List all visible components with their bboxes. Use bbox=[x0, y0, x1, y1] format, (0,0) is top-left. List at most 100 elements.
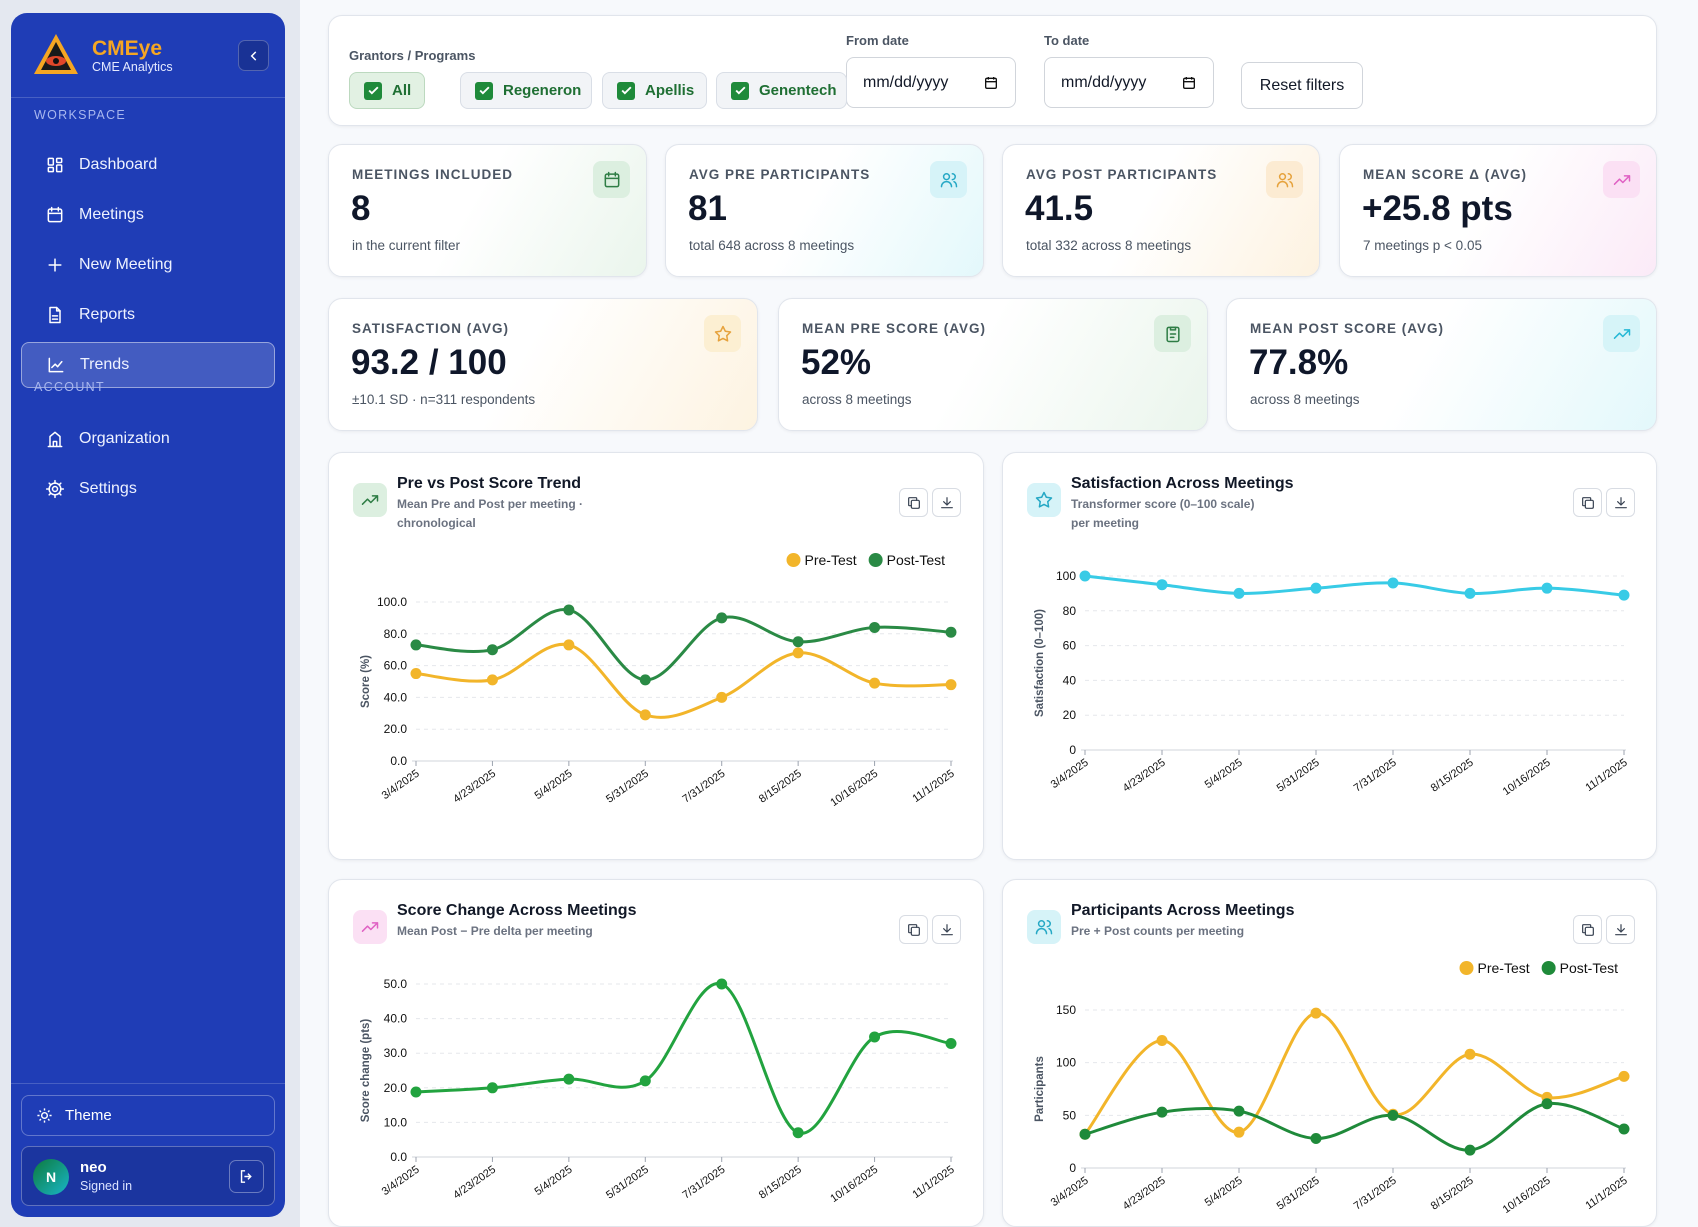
y-tick-label: 0.0 bbox=[390, 1150, 407, 1164]
point bbox=[410, 1086, 422, 1098]
download-button[interactable] bbox=[1606, 488, 1635, 517]
theme-label: Theme bbox=[65, 1107, 112, 1124]
chart-icon bbox=[1027, 910, 1061, 944]
chip-label: Genentech bbox=[759, 82, 837, 99]
brand-sub: CME Analytics bbox=[92, 60, 173, 74]
download-button[interactable] bbox=[1606, 915, 1635, 944]
kpi-card: SATISFACTION (AVG) 93.2 / 100 ±10.1 SD · n… bbox=[328, 298, 758, 431]
nav-item[interactable]: Reports bbox=[21, 292, 275, 338]
reset-button[interactable]: Reset filters bbox=[1241, 62, 1363, 109]
x-tick-label: 4/23/2025 bbox=[1121, 757, 1168, 795]
point bbox=[945, 679, 957, 691]
copy-button[interactable] bbox=[1573, 488, 1602, 517]
point bbox=[1079, 570, 1091, 582]
kpi-note: ±10.1 SD · n=311 respondents bbox=[352, 392, 536, 407]
download-button[interactable] bbox=[932, 915, 961, 944]
kpi-value: 41.5 bbox=[1025, 189, 1094, 228]
copy-button[interactable] bbox=[1573, 915, 1602, 944]
point bbox=[792, 647, 804, 659]
point bbox=[869, 1031, 881, 1043]
series-line bbox=[415, 982, 952, 1135]
x-tick-label: 8/15/2025 bbox=[1429, 1175, 1476, 1213]
download-button[interactable] bbox=[932, 488, 961, 517]
placeholder: mm/dd/yyyy bbox=[863, 73, 949, 91]
nav-label: Organization bbox=[79, 430, 170, 447]
point bbox=[1310, 582, 1322, 594]
point bbox=[1387, 577, 1399, 589]
y-tick-label: 20.0 bbox=[384, 1081, 408, 1095]
point bbox=[792, 636, 804, 648]
legend-label: Post-Test bbox=[1560, 960, 1618, 976]
from-label: From date bbox=[846, 33, 909, 48]
brand: CMEye bbox=[92, 37, 163, 60]
y-tick-label: 30.0 bbox=[384, 1046, 408, 1060]
filter-chip[interactable]: Genentech bbox=[716, 72, 847, 109]
nav-item[interactable]: Settings bbox=[21, 466, 275, 512]
copy-button[interactable] bbox=[899, 488, 928, 517]
x-tick-label: 3/4/2025 bbox=[380, 1164, 422, 1198]
point bbox=[486, 1082, 498, 1094]
kpi-card: AVG POST PARTICIPANTS 41.5 total 332 acros… bbox=[1002, 144, 1320, 277]
divider bbox=[11, 97, 285, 98]
nav-item[interactable]: New Meeting bbox=[21, 242, 275, 288]
nav-label: Reports bbox=[79, 306, 136, 323]
point bbox=[945, 1038, 957, 1050]
y-tick-label: 50 bbox=[1063, 1108, 1077, 1122]
point bbox=[1464, 587, 1476, 599]
point bbox=[563, 1073, 575, 1085]
kpi-note: 7 meetings p < 0.05 bbox=[1363, 238, 1482, 253]
x-tick-label: 5/31/2025 bbox=[604, 768, 651, 806]
nav-item[interactable]: Dashboard bbox=[21, 142, 275, 188]
y-axis-label: Satisfaction (0–100) bbox=[1034, 609, 1046, 717]
theme-button[interactable]: Theme bbox=[21, 1095, 275, 1136]
filter-chip[interactable]: Regeneron bbox=[460, 72, 592, 109]
collapse-button[interactable] bbox=[238, 40, 269, 71]
section-heading: ACCOUNT bbox=[34, 380, 105, 394]
nav-label: New Meeting bbox=[79, 256, 173, 273]
point bbox=[410, 639, 422, 651]
y-tick-label: 20 bbox=[1063, 708, 1077, 722]
kpi-label: MEAN SCORE Δ (AVG) bbox=[1363, 167, 1527, 182]
x-tick-label: 7/31/2025 bbox=[1352, 1175, 1399, 1213]
y-tick-label: 0 bbox=[1069, 743, 1076, 757]
point bbox=[1233, 1126, 1245, 1138]
x-tick-label: 10/16/2025 bbox=[1501, 1175, 1553, 1216]
nav-item[interactable]: Meetings bbox=[21, 192, 275, 238]
main: Grantors / Programs From date mm/dd/yyyy… bbox=[300, 0, 1698, 1227]
copy-button[interactable] bbox=[899, 915, 928, 944]
grantors-label: Grantors / Programs bbox=[349, 48, 476, 63]
x-tick-label: 5/31/2025 bbox=[1275, 1175, 1322, 1213]
kpi-icon bbox=[1266, 161, 1303, 198]
kpi-icon bbox=[1603, 161, 1640, 198]
kpi-card: MEAN PRE SCORE (AVG) 52% across 8 meetings bbox=[778, 298, 1208, 431]
nav-item[interactable]: Trends bbox=[21, 342, 275, 388]
from-date[interactable]: mm/dd/yyyy bbox=[846, 57, 1016, 108]
point bbox=[716, 978, 728, 990]
x-tick-label: 10/16/2025 bbox=[1501, 757, 1553, 798]
chart-card: Score Change Across Meetings Mean Post − … bbox=[328, 879, 984, 1227]
nav-label: Settings bbox=[79, 480, 137, 497]
filter-chip[interactable]: All bbox=[349, 72, 425, 109]
kpi-label: AVG POST PARTICIPANTS bbox=[1026, 167, 1218, 182]
nav-item[interactable]: Organization bbox=[21, 416, 275, 462]
y-tick-label: 60.0 bbox=[384, 659, 408, 673]
x-tick-label: 4/23/2025 bbox=[451, 768, 498, 806]
legend-swatch bbox=[786, 553, 801, 567]
x-tick-label: 5/4/2025 bbox=[533, 768, 575, 802]
point bbox=[1464, 1144, 1476, 1156]
x-tick-label: 5/31/2025 bbox=[1275, 757, 1322, 795]
y-tick-label: 40.0 bbox=[384, 690, 408, 704]
chart-title: Satisfaction Across Meetings bbox=[1071, 475, 1294, 492]
chart-icon bbox=[353, 483, 387, 517]
y-tick-label: 40.0 bbox=[384, 1012, 408, 1026]
y-axis-label: Score (%) bbox=[360, 655, 372, 708]
chart: 0.0 10.0 20.0 30.0 40.0 50.0 3/4/2025 4/23/2025… bbox=[360, 977, 957, 1205]
kpi-icon bbox=[930, 161, 967, 198]
kpi-card: MEETINGS INCLUDED 8 in the current filter bbox=[328, 144, 647, 277]
to-date[interactable]: mm/dd/yyyy bbox=[1044, 57, 1214, 108]
y-tick-label: 100 bbox=[1056, 569, 1076, 583]
x-tick-label: 11/1/2025 bbox=[1583, 1175, 1629, 1212]
filter-chip[interactable]: Apellis bbox=[602, 72, 707, 109]
logout-button[interactable] bbox=[229, 1160, 264, 1193]
chart-title: Participants Across Meetings bbox=[1071, 902, 1295, 919]
